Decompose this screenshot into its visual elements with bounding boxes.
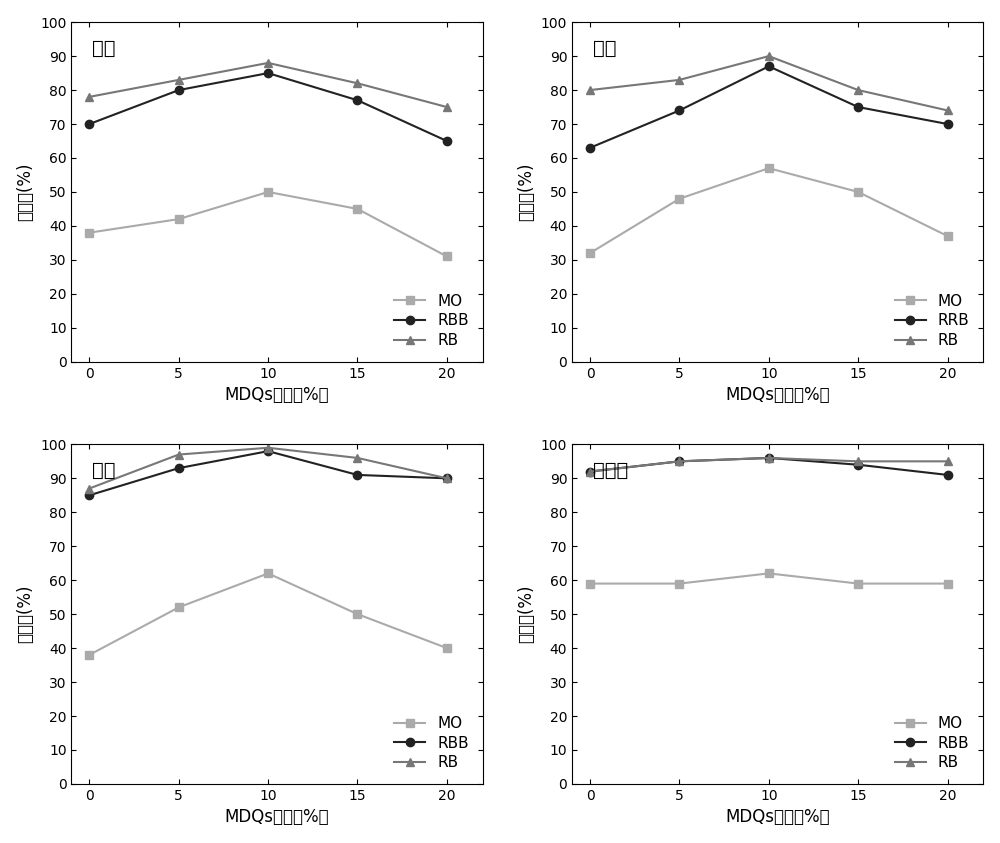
Legend: MO, RBB, RB: MO, RBB, RB [388,287,475,354]
RRB [942,119,954,129]
RBB [852,459,864,470]
Line: MO: MO [586,164,952,257]
RB [852,456,864,466]
X-axis label: MDQs含量（%）: MDQs含量（%） [725,808,830,826]
RB [441,102,453,112]
MO [852,187,864,197]
Line: RB: RB [586,454,952,475]
Text: 甲醇: 甲醇 [92,39,116,58]
RRB [763,62,775,72]
Text: 乙醇: 乙醇 [593,39,616,58]
MO [673,194,685,204]
Legend: MO, RBB, RB: MO, RBB, RB [388,710,475,776]
RB [262,443,274,453]
RB [351,453,363,463]
RBB [763,453,775,463]
MO [584,578,596,588]
RB [173,449,185,459]
Text: 异丙醇: 异丙醇 [593,461,628,481]
Line: RB: RB [586,52,952,115]
MO [173,602,185,612]
RBB [173,463,185,473]
RBB [262,446,274,456]
RB [673,75,685,85]
Y-axis label: 截留率(%): 截留率(%) [517,163,535,221]
RB [942,105,954,115]
RB [584,466,596,476]
MO [441,251,453,261]
MO [673,578,685,588]
RBB [351,470,363,480]
MO [584,248,596,258]
RB [852,85,864,95]
RRB [584,142,596,153]
Line: MO: MO [85,188,451,260]
MO [942,231,954,241]
Text: 丙酮: 丙酮 [92,461,116,481]
RRB [852,102,864,112]
RBB [262,68,274,78]
Line: RBB: RBB [85,447,451,499]
RB [173,75,185,85]
Y-axis label: 截留率(%): 截留率(%) [17,163,35,221]
Line: RBB: RBB [586,454,952,479]
MO [763,163,775,173]
RB [441,473,453,483]
RBB [83,491,95,501]
MO [351,609,363,620]
RB [351,78,363,89]
MO [173,214,185,224]
RB [83,483,95,493]
RBB [942,470,954,480]
RB [763,51,775,62]
MO [262,568,274,578]
RBB [584,466,596,476]
RBB [351,95,363,105]
Line: RRB: RRB [586,62,952,152]
RRB [673,105,685,115]
X-axis label: MDQs含量（%）: MDQs含量（%） [225,808,329,826]
MO [83,228,95,238]
MO [262,187,274,197]
Line: MO: MO [586,569,952,588]
MO [942,578,954,588]
MO [83,650,95,660]
RBB [441,473,453,483]
RBB [441,136,453,146]
MO [852,578,864,588]
RB [673,456,685,466]
Line: RB: RB [85,443,451,492]
MO [763,568,775,578]
MO [351,204,363,214]
RB [584,85,596,95]
Line: MO: MO [85,569,451,659]
Y-axis label: 截留率(%): 截留率(%) [17,585,35,643]
Y-axis label: 截留率(%): 截留率(%) [517,585,535,643]
Line: RBB: RBB [85,69,451,145]
Legend: MO, RRB, RB: MO, RRB, RB [889,287,976,354]
RB [763,453,775,463]
RBB [673,456,685,466]
X-axis label: MDQs含量（%）: MDQs含量（%） [225,386,329,404]
RB [262,58,274,68]
RBB [83,119,95,129]
Line: RB: RB [85,59,451,111]
RB [942,456,954,466]
MO [441,643,453,653]
X-axis label: MDQs含量（%）: MDQs含量（%） [725,386,830,404]
Legend: MO, RBB, RB: MO, RBB, RB [889,710,976,776]
RBB [173,85,185,95]
RB [83,92,95,102]
